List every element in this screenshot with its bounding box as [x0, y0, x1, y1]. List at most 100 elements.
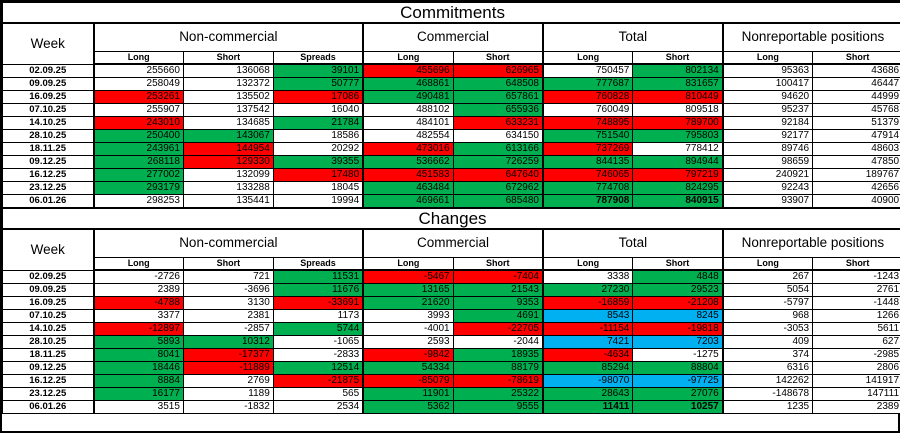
value-cell: 2806: [812, 361, 900, 375]
value-cell: 135441: [182, 194, 274, 208]
col-header-nc-short: Short: [182, 51, 274, 65]
value-cell: 8245: [632, 309, 724, 323]
value-cell: 144954: [182, 142, 274, 156]
value-cell: 243010: [93, 116, 184, 130]
value-cell: 1235: [722, 400, 814, 414]
value-cell: 88179: [452, 361, 544, 375]
value-cell: 5893: [93, 335, 184, 349]
week-cell: 23.12.25: [2, 387, 95, 401]
week-cell: 14.10.25: [2, 322, 95, 336]
col-header-c-long: Long: [362, 257, 454, 271]
value-cell: -2857: [182, 322, 274, 336]
col-header-c-short: Short: [452, 257, 544, 271]
week-cell: 09.09.25: [2, 283, 95, 297]
value-cell: 93907: [722, 194, 814, 208]
value-cell: 92177: [722, 129, 814, 143]
col-header-nr-short: Short: [812, 51, 900, 65]
value-cell: 613166: [452, 142, 544, 156]
value-cell: -33691: [272, 296, 365, 310]
value-cell: 5362: [362, 400, 454, 414]
value-cell: -21875: [272, 374, 365, 388]
value-cell: 27076: [632, 387, 724, 401]
value-cell: 18586: [272, 129, 365, 143]
value-cell: 451583: [362, 168, 454, 182]
value-cell: 750457: [542, 63, 634, 78]
value-cell: 18935: [452, 348, 544, 362]
value-cell: 5054: [722, 283, 814, 297]
value-cell: 626965: [452, 63, 544, 78]
value-cell: 8884: [93, 374, 184, 388]
value-cell: 468861: [362, 77, 454, 91]
group-header-commercial: Commercial: [362, 228, 544, 258]
group-header-nonreportable: Nonreportable positions: [722, 22, 900, 52]
value-cell: 484101: [362, 116, 454, 130]
group-header-total: Total: [542, 22, 724, 52]
table-row: 14.10.25 243010 134685 21784 484101 633231 748…: [2, 116, 900, 130]
changes-title: Changes: [1, 208, 900, 230]
value-cell: 132372: [182, 77, 274, 91]
value-cell: 143067: [182, 129, 274, 143]
value-cell: 147111: [812, 387, 900, 401]
table-row: 09.09.25 258049 132372 50777 468861 648508 777…: [2, 77, 900, 91]
value-cell: 54334: [362, 361, 454, 375]
value-cell: 45768: [812, 103, 900, 117]
value-cell: -4788: [93, 296, 184, 310]
value-cell: 3515: [93, 400, 184, 414]
value-cell: 141917: [812, 374, 900, 388]
col-header-t-short: Short: [632, 51, 724, 65]
value-cell: 268118: [93, 155, 184, 169]
value-cell: 25322: [452, 387, 544, 401]
week-cell: 02.09.25: [2, 269, 95, 284]
week-cell: 06.01.26: [2, 400, 95, 414]
value-cell: 243961: [93, 142, 184, 156]
col-header-c-short: Short: [452, 51, 544, 65]
value-cell: 657861: [452, 90, 544, 104]
value-cell: 189767: [812, 168, 900, 182]
value-cell: 721: [182, 269, 274, 284]
value-cell: -98070: [542, 374, 634, 388]
value-cell: 27230: [542, 283, 634, 297]
group-header-noncommercial: Non-commercial: [93, 228, 365, 258]
col-header-t-long: Long: [542, 51, 634, 65]
value-cell: 95363: [722, 63, 814, 78]
value-cell: 760828: [542, 90, 634, 104]
value-cell: 463484: [362, 181, 454, 195]
week-cell: 18.11.25: [2, 348, 95, 362]
value-cell: 255660: [93, 63, 184, 78]
value-cell: 789700: [632, 116, 724, 130]
table-row: 09.12.25 268118 129330 39355 536662 726259 844…: [2, 155, 900, 169]
commitments-body: 02.09.25 255660 136068 39101 455696 626965 750…: [2, 63, 900, 208]
value-cell: 98659: [722, 155, 814, 169]
changes-body: 02.09.25 -2726 721 11531 -5467 -7404 3338 4848 2…: [2, 269, 900, 414]
value-cell: 488102: [362, 103, 454, 117]
value-cell: -78619: [452, 374, 544, 388]
value-cell: 1266: [812, 309, 900, 323]
week-cell: 16.09.25: [2, 90, 95, 104]
value-cell: 2389: [93, 283, 184, 297]
week-cell: 18.11.25: [2, 142, 95, 156]
week-cell: 09.12.25: [2, 361, 95, 375]
value-cell: 726259: [452, 155, 544, 169]
value-cell: 43686: [812, 63, 900, 78]
commitments-title: Commitments: [1, 2, 900, 24]
value-cell: 137542: [182, 103, 274, 117]
week-cell: 23.12.25: [2, 181, 95, 195]
value-cell: 840915: [632, 194, 724, 208]
value-cell: 3377: [93, 309, 184, 323]
value-cell: 8543: [542, 309, 634, 323]
value-cell: -2985: [812, 348, 900, 362]
value-cell: -1832: [182, 400, 274, 414]
week-cell: 16.09.25: [2, 296, 95, 310]
value-cell: 777687: [542, 77, 634, 91]
value-cell: 7421: [542, 335, 634, 349]
value-cell: -4001: [362, 322, 454, 336]
value-cell: 536662: [362, 155, 454, 169]
value-cell: -11154: [542, 322, 634, 336]
value-cell: -9842: [362, 348, 454, 362]
value-cell: 46447: [812, 77, 900, 91]
value-cell: 810449: [632, 90, 724, 104]
week-cell: 07.10.25: [2, 309, 95, 323]
value-cell: 968: [722, 309, 814, 323]
value-cell: 40900: [812, 194, 900, 208]
table-row: 16.12.25 277002 132099 17480 451583 647640 746…: [2, 168, 900, 182]
